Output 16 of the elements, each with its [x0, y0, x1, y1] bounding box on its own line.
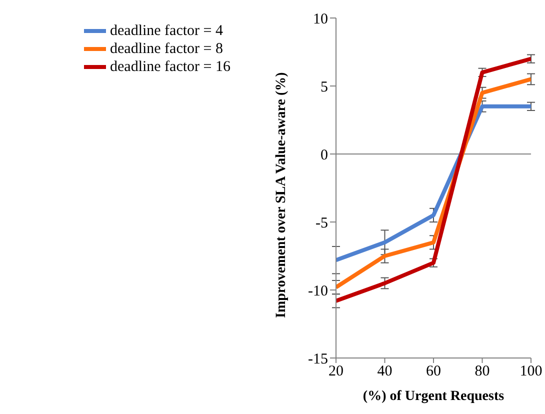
x-tick-label: 40	[377, 364, 392, 380]
y-axis-title: Improvement over SLA Value-aware (%)	[274, 72, 289, 318]
legend-label: deadline factor = 8	[110, 40, 223, 58]
legend-label: deadline factor = 4	[110, 22, 223, 40]
x-tick-label: 100	[520, 364, 542, 380]
y-tick-label: 0	[320, 147, 328, 164]
y-tick-label: 10	[313, 11, 328, 28]
legend-label: deadline factor = 16	[110, 58, 230, 76]
x-tick-label: 20	[328, 364, 344, 380]
x-axis-title: (%) of Urgent Requests	[362, 389, 505, 404]
y-tick-label: -15	[308, 351, 328, 368]
x-tick-label: 80	[474, 364, 490, 380]
y-tick-label: -5	[316, 215, 328, 232]
y-tick-label: 5	[320, 79, 328, 96]
x-tick-label: 60	[426, 364, 441, 380]
y-tick-label: -10	[308, 283, 328, 300]
